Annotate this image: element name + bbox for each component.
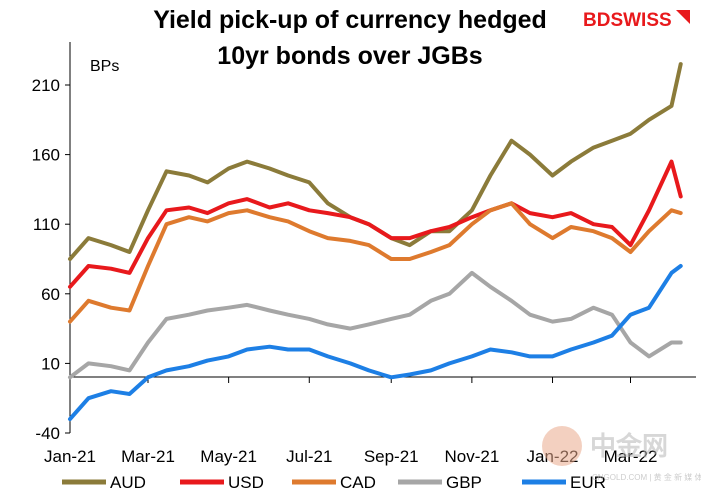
- legend-label-usd: USD: [228, 473, 264, 492]
- x-tick-label: Sep-21: [364, 447, 419, 466]
- bdswiss-logo: BDSWISS: [583, 10, 690, 31]
- legend-label-cad: CAD: [340, 473, 376, 492]
- brand-logo-text: BDSWISS: [583, 10, 672, 31]
- watermark: 中金网 CNGOLD.COM | 黄 金 新 媒 体: [542, 426, 701, 482]
- watermark-text: 中金网: [590, 431, 668, 461]
- watermark-subtext: CNGOLD.COM | 黄 金 新 媒 体: [592, 472, 701, 482]
- x-tick-label: Mar-22: [604, 447, 658, 466]
- x-axis-ticks: Jan-21Mar-21May-21Jul-21Sep-21Nov-21Jan-…: [44, 377, 657, 466]
- y-tick-label: 10: [41, 354, 60, 373]
- chart-title-line-2: 10yr bonds over JGBs: [217, 42, 482, 70]
- y-tick-label: 60: [41, 285, 60, 304]
- series-line-cad: [68, 201, 683, 324]
- y-tick-label: 110: [33, 215, 60, 234]
- legend-label-gbp: GBP: [446, 473, 482, 492]
- legend: AUD USD CAD GBP EUR: [62, 473, 606, 492]
- series-line-usd: [68, 159, 683, 289]
- x-tick-label: Jan-21: [44, 447, 96, 466]
- legend-label-aud: AUD: [110, 473, 146, 492]
- series-line-gbp: [68, 270, 683, 380]
- unit-label: BPs: [90, 58, 119, 75]
- brand-arrow-icon: [676, 10, 690, 24]
- legend-label-eur: EUR: [570, 473, 606, 492]
- y-axis-ticks: 210 160 110 60 10 -40: [32, 76, 70, 443]
- y-tick-label: 160: [32, 146, 60, 165]
- y-tick-label: 210: [32, 76, 60, 95]
- series-lines: [68, 62, 683, 422]
- x-tick-label: Nov-21: [444, 447, 499, 466]
- chart-title-line-1: Yield pick-up of currency hedged: [153, 6, 547, 34]
- x-tick-label: May-21: [200, 447, 257, 466]
- x-tick-label: Jul-21: [286, 447, 332, 466]
- series-line-eur: [68, 264, 683, 422]
- x-tick-label: Mar-21: [121, 447, 175, 466]
- watermark-logo-icon: [542, 426, 582, 466]
- y-tick-label: -40: [35, 424, 60, 443]
